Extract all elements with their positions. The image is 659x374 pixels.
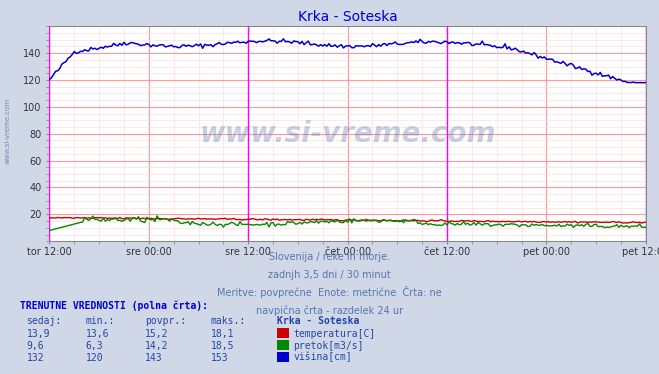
- Text: 120: 120: [86, 353, 103, 362]
- Text: sedaj:: sedaj:: [26, 316, 61, 325]
- Text: 18,1: 18,1: [211, 329, 235, 338]
- Text: temperatura[C]: temperatura[C]: [293, 329, 376, 338]
- Text: www.si-vreme.com: www.si-vreme.com: [5, 98, 11, 164]
- Text: maks.:: maks.:: [211, 316, 246, 325]
- Text: navpična črta - razdelek 24 ur: navpična črta - razdelek 24 ur: [256, 305, 403, 316]
- Text: 13,6: 13,6: [86, 329, 109, 338]
- Text: pretok[m3/s]: pretok[m3/s]: [293, 341, 364, 350]
- Text: višina[cm]: višina[cm]: [293, 352, 352, 362]
- Text: min.:: min.:: [86, 316, 115, 325]
- Text: www.si-vreme.com: www.si-vreme.com: [200, 120, 496, 148]
- Text: 14,2: 14,2: [145, 341, 169, 350]
- Text: 13,9: 13,9: [26, 329, 50, 338]
- Text: zadnjh 3,5 dni / 30 minut: zadnjh 3,5 dni / 30 minut: [268, 270, 391, 280]
- Text: 6,3: 6,3: [86, 341, 103, 350]
- Text: TRENUTNE VREDNOSTI (polna črta):: TRENUTNE VREDNOSTI (polna črta):: [20, 300, 208, 310]
- Title: Krka - Soteska: Krka - Soteska: [298, 10, 397, 24]
- Text: Krka - Soteska: Krka - Soteska: [277, 316, 359, 325]
- Text: 153: 153: [211, 353, 229, 362]
- Text: 18,5: 18,5: [211, 341, 235, 350]
- Text: Meritve: povprečne  Enote: metrične  Črta: ne: Meritve: povprečne Enote: metrične Črta:…: [217, 286, 442, 298]
- Text: Slovenija / reke in morje.: Slovenija / reke in morje.: [269, 252, 390, 262]
- Text: povpr.:: povpr.:: [145, 316, 186, 325]
- Text: 9,6: 9,6: [26, 341, 44, 350]
- Text: 15,2: 15,2: [145, 329, 169, 338]
- Text: 132: 132: [26, 353, 44, 362]
- Text: 143: 143: [145, 353, 163, 362]
